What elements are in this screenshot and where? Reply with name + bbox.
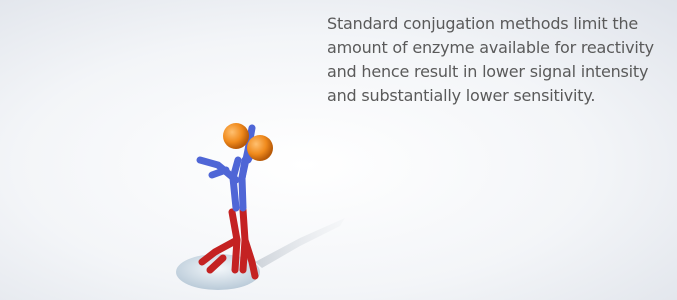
slide: Standard conjugation methods limit the a… bbox=[0, 0, 677, 300]
enzyme bbox=[223, 123, 249, 149]
shadow bbox=[255, 218, 345, 268]
enzyme bbox=[247, 135, 273, 161]
caption: Standard conjugation methods limit the a… bbox=[327, 12, 672, 108]
